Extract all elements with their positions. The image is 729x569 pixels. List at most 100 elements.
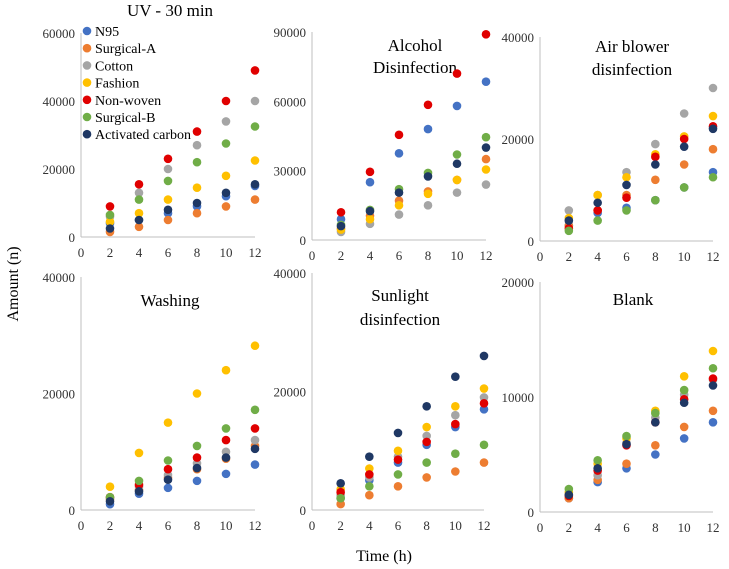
x-tick-label: 4 — [367, 248, 374, 263]
x-tick-label: 8 — [423, 518, 430, 533]
data-point — [163, 483, 173, 493]
data-point — [393, 446, 403, 456]
data-point — [163, 418, 173, 427]
data-point — [422, 473, 431, 482]
series-non-woven — [564, 121, 718, 233]
data-point — [192, 389, 202, 398]
x-tick-label: 2 — [107, 245, 114, 260]
series-n95 — [105, 181, 260, 228]
data-point — [564, 206, 574, 215]
data-point — [336, 499, 345, 509]
data-point — [134, 180, 144, 189]
legend-label: Fashion — [95, 77, 139, 92]
data-point — [163, 154, 173, 164]
data-point — [679, 134, 689, 144]
series-fashion — [564, 346, 718, 497]
data-point — [221, 188, 231, 198]
legend-label: Activated carbon — [95, 128, 191, 143]
data-point — [221, 96, 231, 106]
data-point — [250, 66, 260, 75]
x-tick-label: 8 — [652, 249, 659, 264]
data-point — [134, 208, 144, 218]
x-tick-label: 10 — [220, 245, 233, 260]
data-point — [564, 226, 574, 236]
y-tick-label: 40000 — [43, 270, 76, 285]
x-tick-label: 12 — [249, 245, 262, 260]
panel-title: Disinfection — [373, 58, 458, 77]
data-point — [163, 475, 173, 485]
data-point — [651, 195, 660, 205]
data-point — [651, 160, 660, 169]
data-point — [336, 221, 346, 231]
data-point — [422, 437, 431, 447]
data-point — [163, 164, 173, 174]
series-surgical-b — [336, 440, 489, 503]
x-tick-label: 8 — [194, 518, 201, 533]
data-point — [708, 144, 718, 154]
data-point — [423, 189, 433, 199]
x-tick-label: 4 — [136, 245, 143, 260]
data-point — [365, 167, 375, 177]
panel-blank: 0 2 4 6 8 10 12 0 10000 20000 Blank — [502, 275, 720, 535]
data-point — [192, 140, 202, 150]
data-point — [481, 143, 491, 152]
data-point — [708, 374, 718, 383]
x-tick-label: 10 — [678, 249, 691, 264]
data-point — [479, 404, 489, 414]
data-point — [423, 100, 433, 110]
data-point — [134, 476, 144, 486]
data-point — [192, 208, 202, 218]
data-point — [105, 482, 115, 492]
legend-marker — [82, 129, 92, 139]
panel-title: UV - 30 min — [127, 1, 214, 20]
data-point — [192, 183, 202, 192]
data-point — [192, 198, 202, 208]
data-point — [452, 150, 462, 159]
data-point — [479, 393, 489, 402]
data-point — [622, 172, 631, 182]
series-activated-carbon — [564, 124, 718, 225]
series-n95 — [336, 77, 491, 224]
series-non-woven — [105, 424, 260, 502]
data-point — [452, 175, 462, 185]
x-tick-label: 2 — [566, 249, 573, 264]
data-point — [365, 214, 375, 224]
data-point — [192, 157, 202, 167]
series-surgical-b — [105, 405, 260, 502]
data-point — [221, 117, 231, 126]
data-point — [622, 193, 631, 202]
x-tick-label: 0 — [537, 520, 544, 535]
series-non-woven — [336, 30, 491, 217]
data-point — [622, 206, 631, 215]
data-point — [192, 453, 202, 462]
data-point — [365, 206, 375, 216]
data-point — [394, 210, 404, 219]
y-tick-label: 0 — [528, 505, 535, 520]
series-activated-carbon — [564, 381, 718, 500]
data-point — [451, 402, 460, 411]
x-tick-label: 2 — [338, 248, 345, 263]
data-point — [365, 177, 375, 187]
data-point — [163, 215, 173, 225]
x-tick-label: 10 — [451, 248, 464, 263]
series-surgical-a — [564, 406, 718, 503]
series-surgical-b — [336, 132, 491, 230]
x-tick-label: 10 — [449, 518, 462, 533]
series-surgical-b — [564, 363, 718, 494]
data-point — [422, 422, 431, 432]
y-tick-label: 0 — [69, 503, 76, 518]
data-point — [422, 458, 431, 467]
data-point — [365, 464, 374, 473]
data-point — [679, 385, 689, 395]
data-point — [708, 363, 718, 373]
data-point — [564, 490, 574, 500]
data-point — [221, 365, 231, 375]
y-tick-label: 0 — [528, 234, 535, 249]
y-tick-label: 0 — [300, 503, 307, 518]
x-tick-label: 6 — [623, 520, 630, 535]
x-tick-label: 6 — [396, 248, 403, 263]
x-tick-label: 10 — [220, 518, 233, 533]
data-point — [593, 190, 602, 200]
x-tick-label: 8 — [652, 520, 659, 535]
series-non-woven — [336, 399, 489, 497]
